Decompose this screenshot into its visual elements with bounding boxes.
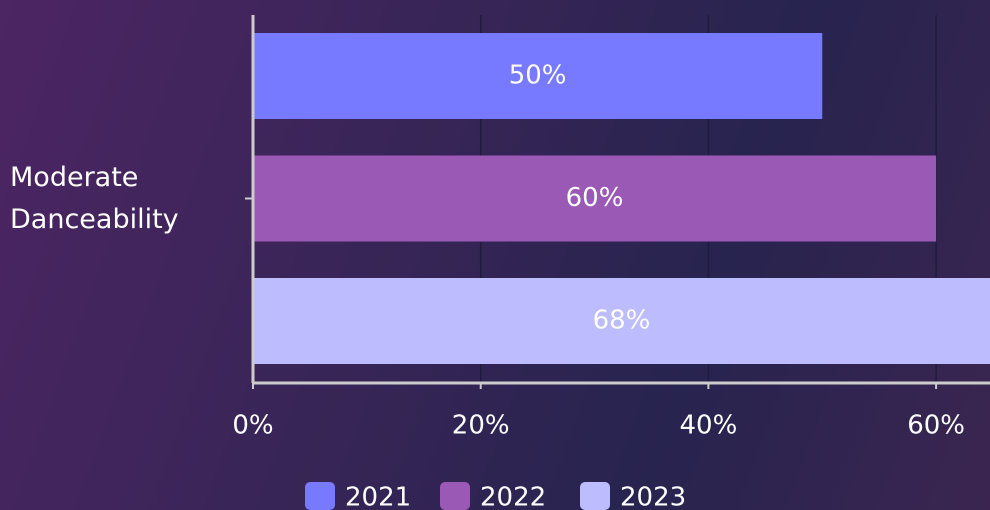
- y-tick-label: Moderate Danceability: [10, 161, 179, 235]
- legend-swatch: [580, 482, 610, 510]
- bars: [253, 33, 990, 364]
- x-tick-label: 0%: [232, 411, 273, 441]
- legend-swatch: [305, 482, 335, 510]
- data-label: 50%: [509, 61, 567, 91]
- bar: [253, 33, 823, 119]
- legend-label: 2023: [620, 483, 686, 510]
- legend-label: 2021: [345, 483, 411, 510]
- legend-swatch: [440, 482, 470, 510]
- x-tick-label: 60%: [907, 411, 965, 441]
- bar: [253, 155, 937, 242]
- legend-label: 2022: [480, 483, 546, 510]
- x-tick-label: 20%: [452, 411, 510, 441]
- data-label: 68%: [593, 306, 651, 336]
- x-tick-label: 40%: [680, 411, 738, 441]
- data-label: 60%: [566, 183, 624, 213]
- bar: [253, 278, 990, 364]
